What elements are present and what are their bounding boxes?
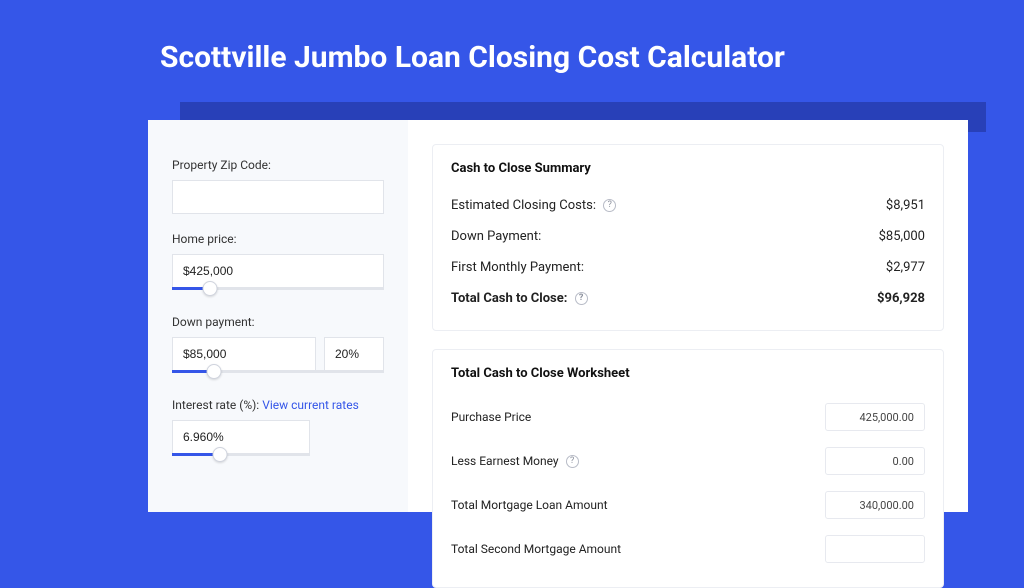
summary-title: Cash to Close Summary: [451, 161, 925, 176]
worksheet-row-value[interactable]: 340,000.00: [825, 491, 925, 519]
down-payment-slider[interactable]: [172, 370, 384, 380]
worksheet-row-value[interactable]: 0.00: [825, 447, 925, 475]
view-rates-link[interactable]: View current rates: [262, 398, 359, 412]
zip-input[interactable]: [172, 180, 384, 214]
worksheet-row-value[interactable]: 425,000.00: [825, 403, 925, 431]
inputs-column: Property Zip Code: Home price: Down paym…: [148, 120, 408, 512]
worksheet-row-label: Total Mortgage Loan Amount: [451, 498, 608, 512]
interest-rate-slider[interactable]: [172, 453, 310, 463]
slider-thumb[interactable]: [203, 281, 218, 296]
summary-row: Total Cash to Close: ? $96,928: [451, 283, 925, 314]
home-price-field: Home price:: [172, 232, 384, 297]
zip-label: Property Zip Code:: [172, 158, 384, 172]
summary-row-value: $85,000: [879, 229, 925, 244]
home-price-slider[interactable]: [172, 287, 384, 297]
zip-field: Property Zip Code:: [172, 158, 384, 214]
worksheet-row-label: Purchase Price: [451, 410, 531, 424]
down-payment-pct-input[interactable]: [324, 337, 384, 371]
summary-row: First Monthly Payment: $2,977: [451, 252, 925, 283]
summary-row-label: Estimated Closing Costs: ?: [451, 198, 616, 213]
worksheet-row-value[interactable]: [825, 535, 925, 563]
summary-row-label: Down Payment:: [451, 229, 541, 244]
calculator-card: Property Zip Code: Home price: Down paym…: [148, 120, 968, 512]
worksheet-title: Total Cash to Close Worksheet: [451, 366, 925, 381]
home-price-label: Home price:: [172, 232, 384, 246]
worksheet-row-label: Total Second Mortgage Amount: [451, 542, 621, 556]
worksheet-row: Purchase Price 425,000.00: [451, 395, 925, 439]
interest-rate-label-text: Interest rate (%):: [172, 398, 262, 412]
results-column: Cash to Close Summary Estimated Closing …: [408, 120, 968, 512]
worksheet-row: Total Mortgage Loan Amount 340,000.00: [451, 483, 925, 527]
page-title: Scottville Jumbo Loan Closing Cost Calcu…: [0, 0, 1024, 93]
interest-rate-field: Interest rate (%): View current rates: [172, 398, 384, 463]
interest-rate-input[interactable]: [172, 420, 310, 454]
summary-row-value: $8,951: [886, 198, 925, 213]
help-icon[interactable]: ?: [575, 292, 588, 305]
summary-row-label: Total Cash to Close: ?: [451, 291, 588, 306]
interest-rate-label: Interest rate (%): View current rates: [172, 398, 384, 412]
worksheet-row-label: Less Earnest Money ?: [451, 454, 579, 468]
summary-row-value: $96,928: [877, 291, 925, 306]
summary-row: Estimated Closing Costs: ? $8,951: [451, 190, 925, 221]
summary-row-value: $2,977: [886, 260, 925, 275]
slider-thumb[interactable]: [207, 364, 222, 379]
summary-row: Down Payment: $85,000: [451, 221, 925, 252]
down-payment-label: Down payment:: [172, 315, 384, 329]
help-icon[interactable]: ?: [603, 199, 616, 212]
summary-panel: Cash to Close Summary Estimated Closing …: [432, 144, 944, 331]
worksheet-row: Less Earnest Money ? 0.00: [451, 439, 925, 483]
down-payment-field: Down payment:: [172, 315, 384, 380]
worksheet-panel: Total Cash to Close Worksheet Purchase P…: [432, 349, 944, 588]
slider-thumb[interactable]: [213, 447, 228, 462]
down-payment-input[interactable]: [172, 337, 316, 371]
help-icon[interactable]: ?: [566, 455, 579, 468]
summary-row-label: First Monthly Payment:: [451, 260, 584, 275]
worksheet-row: Total Second Mortgage Amount: [451, 527, 925, 571]
